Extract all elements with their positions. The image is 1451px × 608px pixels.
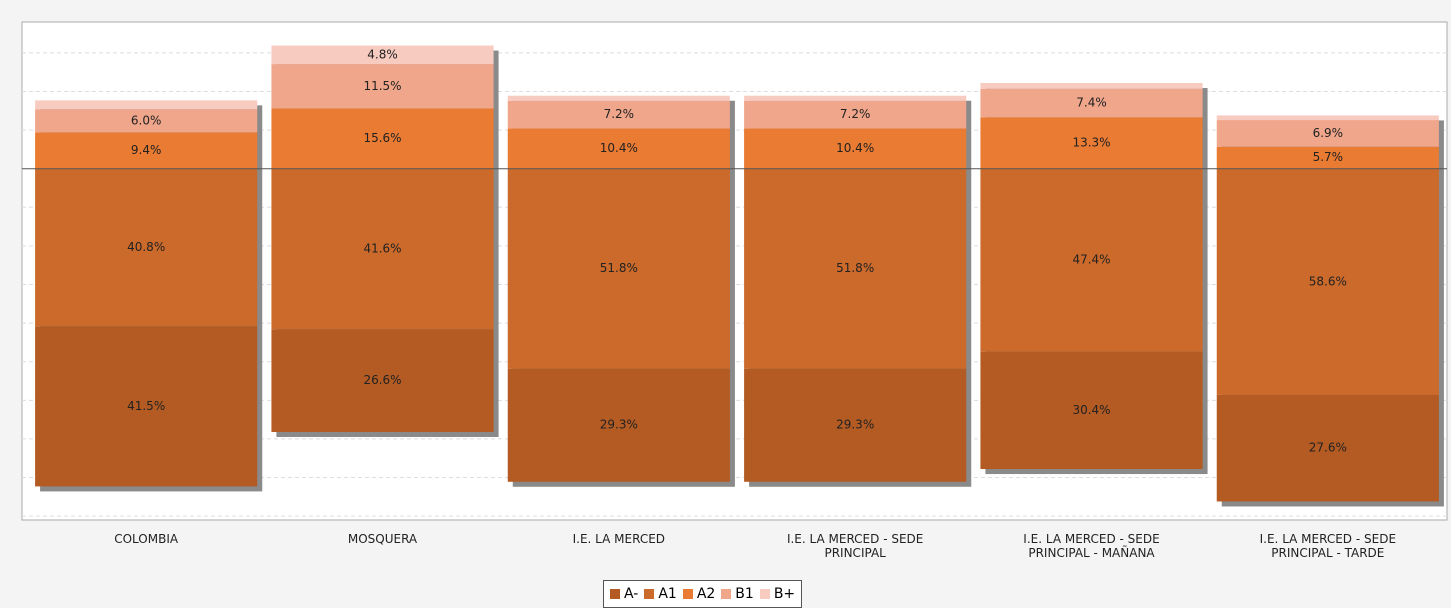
data-label: 7.4% [1076,96,1107,110]
data-label: 10.4% [600,141,638,155]
bar-segment [980,82,1203,89]
legend-swatch [721,589,732,599]
bar-segment [980,168,1203,352]
x-tick-label: I.E. LA MERCED [572,532,666,546]
bar-segment [744,128,967,169]
bar-segment [35,109,258,133]
data-label: 7.2% [840,107,871,121]
bar-segment [271,329,494,432]
data-label: 11.5% [363,79,401,93]
legend-label: A1 [658,586,677,602]
x-tick-label: I.E. LA MERCED - SEDE PRINCIPAL [786,532,924,560]
bar-segment [507,128,730,169]
data-label: 13.3% [1072,136,1110,150]
legend: A- A1 A2 B1 B+ [603,580,803,608]
chart: 9.4% 6.0% 40.8% 41.5% 15.6% 11.5% 4.8% 41.6% 26.… [21,21,1448,521]
bar-segment [35,100,258,110]
data-label: 6.9% [1313,126,1344,140]
legend-label: B+ [773,586,796,602]
bar-segment [1216,146,1439,169]
bar-segment [507,368,730,482]
x-tick-label: COLOMBIA [114,532,179,546]
legend-label: A- [624,586,639,602]
bar-segment [980,88,1203,118]
bar-segment [35,132,258,169]
data-label: 29.3% [600,418,638,432]
legend-item: A2 [682,586,716,602]
data-label: 9.4% [131,143,162,157]
data-label: 51.8% [600,261,638,275]
data-label: 47.4% [1072,253,1110,267]
data-label: 15.6% [363,131,401,145]
bar-segment [507,168,730,369]
data-label: 27.6% [1309,441,1347,455]
bar-segment [271,168,494,330]
x-tick-label: I.E. LA MERCED - SEDE PRINCIPAL - TARDE [1259,532,1397,560]
data-label: 5.7% [1313,150,1344,164]
bar-segment [744,95,967,101]
legend-item: A- [610,586,638,602]
bar-segment [507,100,730,129]
data-label: 26.6% [363,373,401,387]
x-tick-label: MOSQUERA [347,532,418,546]
legend-item: B+ [759,586,796,602]
data-label: 58.6% [1309,274,1347,288]
bar-segment [744,100,967,129]
bar-segment [744,368,967,482]
bar-segment [1216,115,1439,121]
bar-segment [507,95,730,101]
data-label: 6.0% [131,113,162,127]
bar-segment [980,117,1203,169]
bar-segment [271,45,494,65]
data-label: 10.4% [836,141,874,155]
data-label: 30.4% [1072,403,1110,417]
bar-segment [35,326,258,487]
bar-segment [1216,168,1439,395]
legend-item: B1 [721,586,754,602]
data-label: 7.2% [604,107,635,121]
data-label: 41.5% [127,399,165,413]
bar-segment [35,168,258,327]
bar-segment [744,168,967,369]
bar-segment [271,64,494,109]
legend-item: A1 [644,586,677,602]
bar-segment [980,351,1203,470]
legend-swatch [644,589,655,599]
data-label: 4.8% [367,47,398,61]
x-tick-label: I.E. LA MERCED - SEDE PRINCIPAL - MAÑANA [1023,532,1160,560]
data-label: 51.8% [836,261,874,275]
data-label: 40.8% [127,240,165,254]
bar-segment [271,108,494,169]
data-label: 29.3% [836,418,874,432]
data-label: 41.6% [363,241,401,255]
legend-swatch [610,589,620,599]
legend-label: A2 [696,586,716,602]
legend-swatch [682,589,693,599]
bar-segment [1216,394,1439,502]
legend-label: B1 [735,586,754,602]
legend-swatch [759,589,770,599]
bar-segment [1216,120,1439,147]
